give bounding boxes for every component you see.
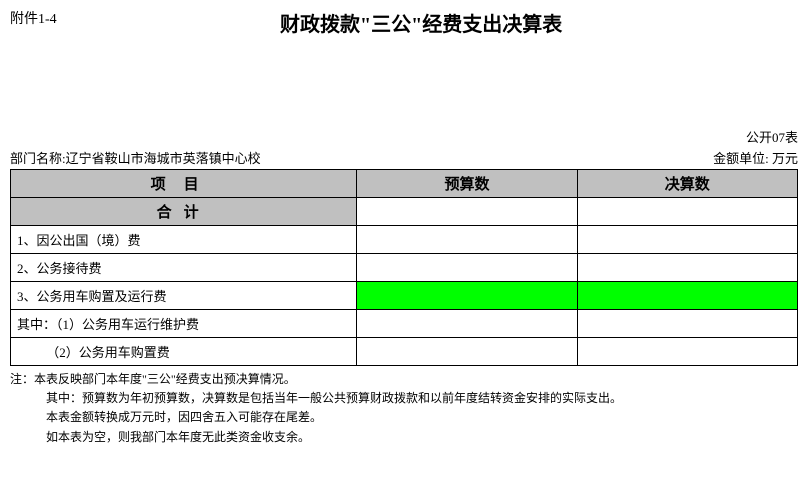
row-label: 合计: [11, 198, 357, 226]
row-label: （2）公务用车购置费: [11, 338, 357, 366]
unit-label: 金额单位: 万元: [713, 148, 798, 167]
col-header-budget: 预算数: [357, 170, 577, 198]
table-row: 其中：（1）公务用车运行维护费: [11, 310, 798, 338]
table-row: 2、公务接待费: [11, 254, 798, 282]
cell-final: [577, 338, 797, 366]
cell-final-highlight: [577, 282, 797, 310]
row-label-text: 合计: [157, 205, 211, 221]
cell-final: [577, 226, 797, 254]
cell-final: [577, 254, 797, 282]
cell-budget: [357, 310, 577, 338]
col-header-final: 决算数: [577, 170, 797, 198]
note-line-1: 注：本表反映部门本年度"三公"经费支出预决算情况。: [10, 370, 798, 389]
notes: 注：本表反映部门本年度"三公"经费支出预决算情况。 其中：预算数为年初预算数，决…: [0, 366, 808, 457]
table-row: 合计: [11, 198, 798, 226]
table-body: 合计 1、因公出国（境）费 2、公务接待费 3、公务用车购置及运行费 其中：（1…: [11, 198, 798, 366]
dept-name: 辽宁省鞍山市海城市英落镇中心校: [66, 151, 261, 166]
table-row: 3、公务用车购置及运行费: [11, 282, 798, 310]
row-label: 2、公务接待费: [11, 254, 357, 282]
cell-budget: [357, 226, 577, 254]
note-line-3: 本表金额转换成万元时，因四舍五入可能存在尾差。: [10, 408, 798, 427]
col-header-item: 项目: [11, 170, 357, 198]
form-code: 公开07表: [746, 127, 798, 146]
table-row: （2）公务用车购置费: [11, 338, 798, 366]
dept-line: 部门名称:辽宁省鞍山市海城市英落镇中心校: [10, 148, 261, 167]
cell-budget: [357, 254, 577, 282]
col-header-item-text: 项目: [151, 177, 217, 193]
main-table: 项目 预算数 决算数 合计 1、因公出国（境）费 2、公务接待费 3、公务用车购…: [10, 169, 798, 366]
table-row: 1、因公出国（境）费: [11, 226, 798, 254]
spacer: [0, 37, 808, 127]
cell-budget: [357, 198, 577, 226]
note-line-4: 如本表为空，则我部门本年度无此类资金收支余。: [10, 428, 798, 447]
page-title: 财政拨款"三公"经费支出决算表: [210, 8, 798, 37]
attachment-label: 附件1-4: [10, 8, 210, 28]
row-label: 其中：（1）公务用车运行维护费: [11, 310, 357, 338]
row-label: 3、公务用车购置及运行费: [11, 282, 357, 310]
dept-label: 部门名称:: [10, 151, 66, 166]
table-header-row: 项目 预算数 决算数: [11, 170, 798, 198]
cell-budget-highlight: [357, 282, 577, 310]
cell-budget: [357, 338, 577, 366]
row-label: 1、因公出国（境）费: [11, 226, 357, 254]
cell-final: [577, 310, 797, 338]
cell-final: [577, 198, 797, 226]
note-line-2: 其中：预算数为年初预算数，决算数是包括当年一般公共预算财政拨款和以前年度结转资金…: [10, 389, 798, 408]
